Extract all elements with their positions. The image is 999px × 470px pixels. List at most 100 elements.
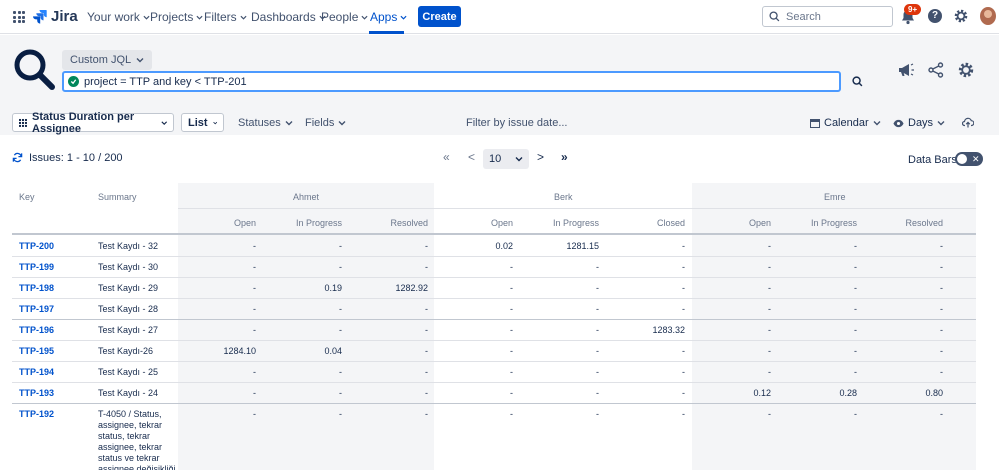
issue-key-link[interactable]: TTP-199 — [19, 262, 55, 272]
jira-logo[interactable]: Jira — [33, 8, 78, 25]
summary-column-header[interactable]: Summary — [98, 192, 137, 202]
duration-cell: - — [339, 304, 342, 314]
data-bars-toggle[interactable]: ✕ — [955, 152, 983, 166]
first-page-button[interactable]: « — [443, 150, 450, 164]
statuses-dropdown[interactable]: Statuses — [238, 117, 293, 129]
cloud-upload-icon[interactable] — [962, 117, 974, 128]
chevron-down-icon — [160, 120, 167, 125]
issue-key-link[interactable]: TTP-196 — [19, 325, 55, 335]
calendar-dropdown[interactable]: Calendar — [810, 117, 881, 129]
column-header-berk-closed[interactable]: Closed — [656, 218, 685, 228]
chevron-down-icon — [143, 15, 150, 20]
duration-cell: - — [339, 367, 342, 377]
duration-cell: - — [854, 283, 857, 293]
eye-icon — [893, 119, 904, 127]
app-switcher-icon[interactable] — [13, 11, 25, 23]
issue-key-link[interactable]: TTP-197 — [19, 304, 55, 314]
duration-cell: - — [940, 409, 943, 419]
filter-by-date-input[interactable]: Filter by issue date... — [466, 117, 568, 129]
row-divider — [12, 403, 976, 404]
nav-apps[interactable]: Apps — [370, 10, 407, 24]
app-settings-gear-icon[interactable] — [957, 61, 975, 79]
duration-cell: - — [510, 388, 513, 398]
column-header-emre-resolved[interactable]: Resolved — [905, 218, 943, 228]
valid-check-icon — [68, 76, 79, 87]
nav-filters[interactable]: Filters — [204, 10, 247, 24]
page-size-select[interactable]: 10 — [483, 149, 529, 169]
chevron-down-icon — [240, 15, 247, 20]
jql-query-input[interactable]: project = TTP and key < TTP-201 — [62, 71, 841, 92]
duration-cell: - — [768, 325, 771, 335]
next-page-button[interactable]: > — [537, 150, 545, 164]
duration-cell: - — [682, 304, 685, 314]
refresh-icon[interactable] — [12, 152, 23, 163]
duration-cell: - — [596, 388, 599, 398]
data-bars-label: Data Bars — [908, 154, 957, 166]
run-search-icon[interactable] — [852, 76, 863, 87]
user-avatar[interactable] — [980, 7, 996, 25]
issue-summary: status, tekrar — [98, 431, 151, 441]
duration-cell: - — [682, 367, 685, 377]
duration-cell: - — [596, 409, 599, 419]
issue-key-link[interactable]: TTP-193 — [19, 388, 55, 398]
last-page-button[interactable]: » — [561, 150, 568, 164]
help-icon[interactable]: ? — [928, 9, 942, 23]
duration-cell: - — [510, 325, 513, 335]
column-header-berk-open[interactable]: Open — [490, 218, 513, 228]
fields-dropdown[interactable]: Fields — [305, 117, 346, 129]
duration-cell: - — [425, 367, 428, 377]
share-icon[interactable] — [928, 62, 944, 78]
duration-cell: - — [682, 241, 685, 251]
issue-key-link[interactable]: TTP-194 — [19, 367, 55, 377]
duration-cell: - — [768, 367, 771, 377]
create-button[interactable]: Create — [418, 6, 461, 27]
issue-key-link[interactable]: TTP-198 — [19, 283, 55, 293]
issue-summary: assignee, tekrar — [98, 442, 163, 452]
duration-cell: - — [682, 388, 685, 398]
duration-cell: - — [940, 262, 943, 272]
duration-cell: - — [596, 283, 599, 293]
duration-cell: - — [425, 241, 428, 251]
duration-cell: - — [425, 325, 428, 335]
key-column-header[interactable]: Key — [19, 192, 35, 202]
toggle-knob — [957, 154, 967, 164]
announcement-icon[interactable] — [897, 62, 915, 78]
column-header-ahmet-resolved[interactable]: Resolved — [390, 218, 428, 228]
column-header-ahmet-in-progress[interactable]: In Progress — [295, 218, 342, 228]
jql-query-text: project = TTP and key < TTP-201 — [84, 75, 247, 88]
view-mode-button[interactable]: List — [181, 113, 224, 132]
assignee-group-shade-emre — [692, 183, 976, 470]
duration-cell: 1282.92 — [395, 283, 428, 293]
grid-icon — [19, 118, 27, 127]
nav-projects[interactable]: Projects — [150, 10, 203, 24]
column-header-emre-open[interactable]: Open — [748, 218, 771, 228]
issue-key-link[interactable]: TTP-192 — [19, 409, 55, 419]
prev-page-button[interactable]: < — [468, 150, 476, 164]
group-header-berk: Berk — [554, 192, 573, 202]
column-header-berk-in-progress[interactable]: In Progress — [552, 218, 599, 228]
duration-cell: - — [510, 346, 513, 356]
issue-summary: Test Kaydı - 29 — [98, 283, 159, 293]
issue-key-link[interactable]: TTP-200 — [19, 241, 55, 251]
column-header-emre-in-progress[interactable]: In Progress — [810, 218, 857, 228]
time-unit-dropdown[interactable]: Days — [893, 117, 945, 129]
nav-your-work[interactable]: Your work — [87, 10, 150, 24]
global-search[interactable] — [762, 6, 893, 27]
toggle-off-icon: ✕ — [972, 154, 980, 164]
notifications-badge: 9+ — [904, 4, 922, 15]
column-header-ahmet-open[interactable]: Open — [233, 218, 256, 228]
group-header-emre: Emre — [824, 192, 846, 202]
header-bottom-border — [12, 233, 976, 235]
nav-people[interactable]: People — [321, 10, 368, 24]
issue-key-link[interactable]: TTP-195 — [19, 346, 55, 356]
issue-summary: Test Kaydı-26 — [98, 346, 154, 356]
page-size-value: 10 — [489, 153, 502, 165]
settings-gear-icon[interactable] — [953, 8, 969, 24]
report-type-button[interactable]: Status Duration per Assignee — [12, 111, 174, 135]
nav-dashboards[interactable]: Dashboards — [251, 10, 326, 24]
duration-cell: - — [682, 346, 685, 356]
search-input[interactable] — [786, 10, 876, 23]
row-divider — [12, 256, 976, 257]
jql-mode-dropdown[interactable]: Custom JQL — [62, 50, 153, 70]
chevron-down-icon — [285, 121, 293, 126]
